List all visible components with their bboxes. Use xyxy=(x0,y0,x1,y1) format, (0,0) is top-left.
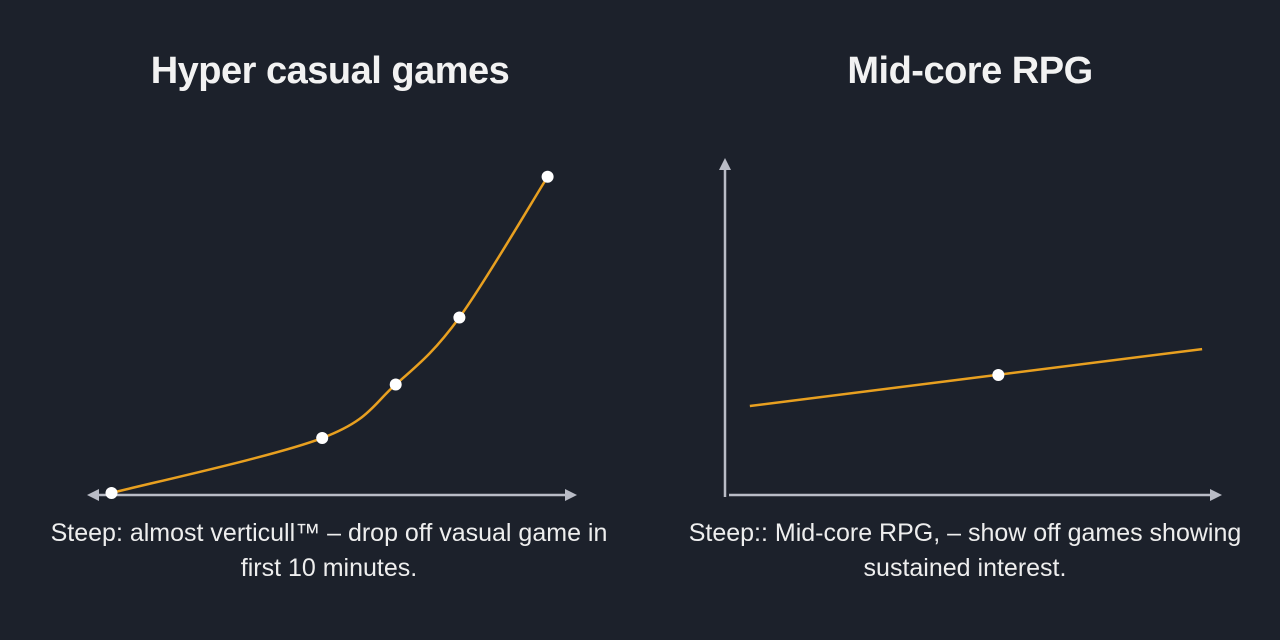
chart2-x-axis-arrow-right-icon xyxy=(1210,489,1222,501)
chart1-x-axis-arrow-right-icon xyxy=(565,489,577,501)
chart1-data-point-4 xyxy=(453,311,466,324)
chart1-data-point-3 xyxy=(389,378,402,391)
left-chart-caption: Steep: almost verticull™ – drop off vasu… xyxy=(50,519,608,582)
chart2-data-point-1 xyxy=(992,369,1005,382)
chart2-series-line xyxy=(749,347,1203,408)
chart2-y-axis-arrow-up-icon xyxy=(719,158,731,170)
chart1-series-line xyxy=(111,176,549,495)
chart1-data-point-5 xyxy=(541,170,554,183)
right-chart-caption: Steep:: Mid-core RPG, – show off games s… xyxy=(688,519,1242,582)
chart1-data-point-1 xyxy=(105,486,118,499)
chart1-x-axis-arrow-left-icon xyxy=(87,489,99,501)
left-chart-title: Hyper casual games xyxy=(150,50,510,92)
chart1-data-point-2 xyxy=(316,432,329,445)
right-chart-title: Mid-core RPG xyxy=(847,50,1093,92)
